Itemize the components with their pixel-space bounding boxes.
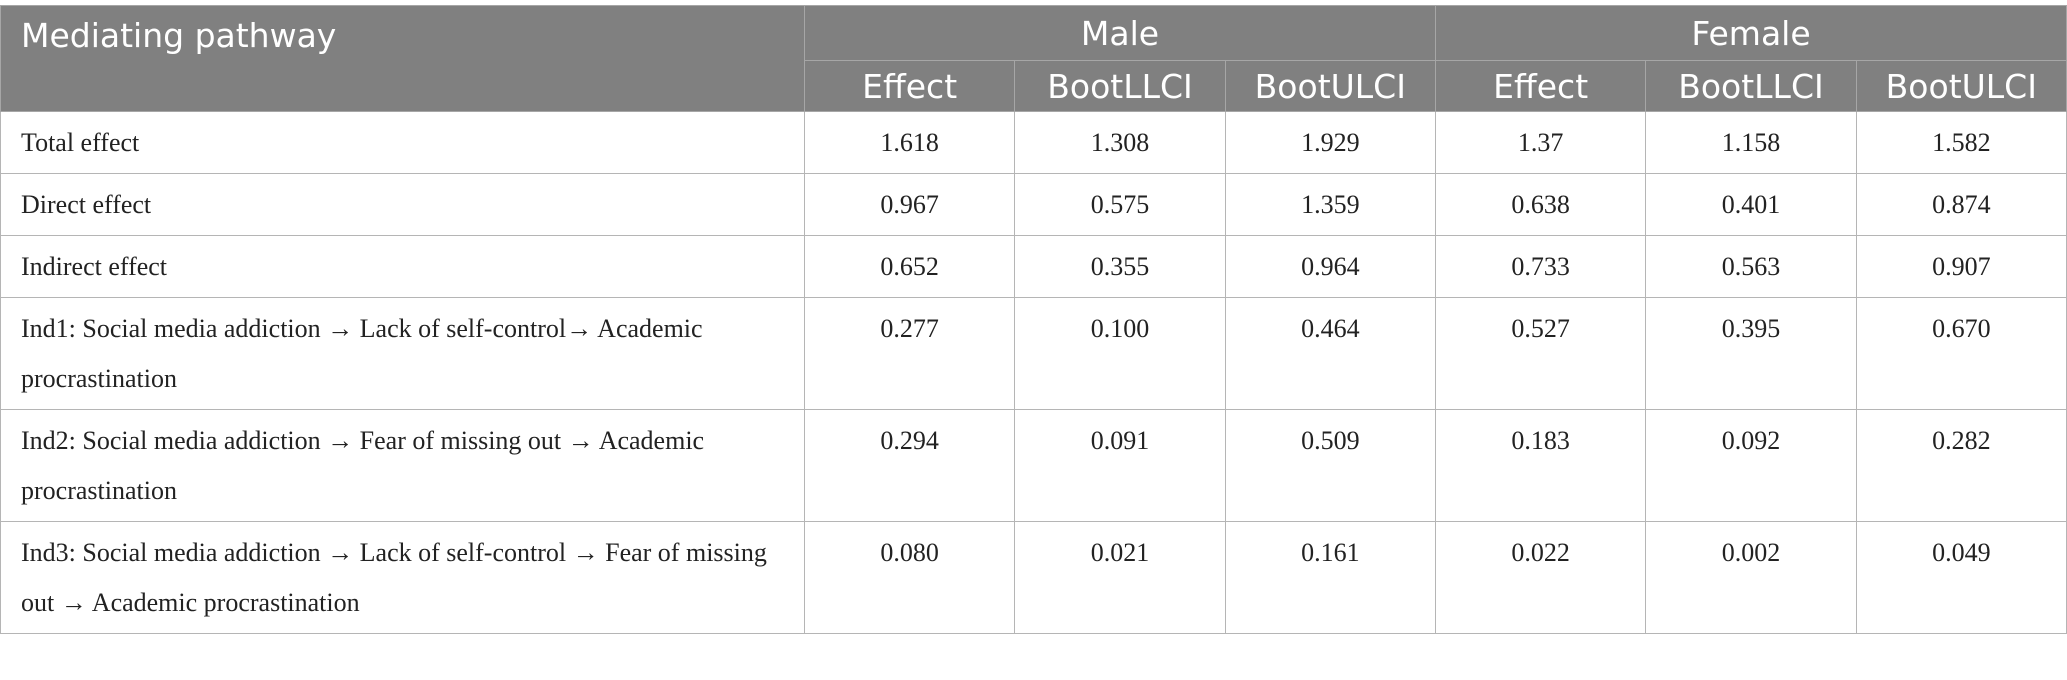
group-header: Female xyxy=(1434,5,2067,61)
value-cell: 0.002 xyxy=(1645,521,1857,634)
value-cell: 0.652 xyxy=(803,235,1016,298)
value-cell: 0.638 xyxy=(1434,173,1647,236)
header-cell: Mediating pathway xyxy=(0,5,805,112)
row-label: Total effect xyxy=(0,111,805,174)
value-cell: 0.874 xyxy=(1855,173,2067,236)
table-row: Ind1: Social media addiction → Lack of s… xyxy=(0,297,2067,410)
group-header: Male xyxy=(804,5,1436,61)
row-label: Ind3: Social media addiction → Lack of s… xyxy=(0,521,805,634)
table-row: Ind3: Social media addiction → Lack of s… xyxy=(0,521,2067,634)
value-cell: 0.183 xyxy=(1434,409,1647,522)
value-cell: 0.733 xyxy=(1434,235,1647,298)
value-cell: 0.527 xyxy=(1434,297,1647,410)
value-cell: 0.670 xyxy=(1855,297,2067,410)
value-cell: 0.021 xyxy=(1014,521,1226,634)
subheader-cell: BootLLCI xyxy=(1014,60,1226,112)
subheader-cell: BootULCI xyxy=(1224,60,1436,112)
value-cell: 0.100 xyxy=(1014,297,1226,410)
value-cell: 0.049 xyxy=(1855,521,2067,634)
value-cell: 0.395 xyxy=(1645,297,1857,410)
value-cell: 1.308 xyxy=(1014,111,1226,174)
value-cell: 0.022 xyxy=(1434,521,1647,634)
subheader-cell: BootLLCI xyxy=(1645,60,1857,112)
table-row: Direct effect 0.967 0.575 1.359 0.638 0.401 0.… xyxy=(0,173,2067,236)
value-cell: 0.575 xyxy=(1014,173,1226,236)
value-cell: 0.464 xyxy=(1224,297,1436,410)
value-cell: 1.618 xyxy=(803,111,1016,174)
value-cell: 0.563 xyxy=(1645,235,1857,298)
row-label: Ind2: Social media addiction → Fear of m… xyxy=(0,409,805,522)
subheader-cell: Effect xyxy=(803,60,1016,112)
row-label: Ind1: Social media addiction → Lack of s… xyxy=(0,297,805,410)
value-cell: 0.161 xyxy=(1224,521,1436,634)
table-row: Ind2: Social media addiction → Fear of m… xyxy=(0,409,2067,522)
table-body: Total effect 1.618 1.308 1.929 1.37 1.158 1.58… xyxy=(0,111,2067,634)
value-cell: 0.964 xyxy=(1224,235,1436,298)
value-cell: 1.158 xyxy=(1645,111,1857,174)
value-cell: 0.080 xyxy=(803,521,1016,634)
table-header: Mediating pathway Male Female Effect Boot… xyxy=(0,5,2067,112)
data-table: Mediating pathway Male Female Effect Boot… xyxy=(0,5,2067,634)
value-cell: 0.401 xyxy=(1645,173,1857,236)
table-row: Indirect effect 0.652 0.355 0.964 0.733 0.563… xyxy=(0,235,2067,298)
header-row: Effect BootLLCI BootULCI Effect BootLLCI Boot… xyxy=(1,60,2067,112)
table-row: Total effect 1.618 1.308 1.929 1.37 1.158 1.58… xyxy=(0,111,2067,174)
subheader-cell: Effect xyxy=(1434,60,1647,112)
value-cell: 1.929 xyxy=(1224,111,1436,174)
value-cell: 0.509 xyxy=(1224,409,1436,522)
value-cell: 0.967 xyxy=(803,173,1016,236)
value-cell: 0.907 xyxy=(1855,235,2067,298)
value-cell: 0.091 xyxy=(1014,409,1226,522)
value-cell: 0.294 xyxy=(803,409,1016,522)
value-cell: 1.582 xyxy=(1855,111,2067,174)
value-cell: 0.355 xyxy=(1014,235,1226,298)
value-cell: 1.359 xyxy=(1224,173,1436,236)
value-cell: 1.37 xyxy=(1434,111,1647,174)
row-label: Indirect effect xyxy=(0,235,805,298)
header-row: Mediating pathway Male Female xyxy=(0,5,2067,112)
value-cell: 0.092 xyxy=(1645,409,1857,522)
row-label: Direct effect xyxy=(0,173,805,236)
value-cell: 0.282 xyxy=(1855,409,2067,522)
subheader-cell: BootULCI xyxy=(1855,60,2067,112)
value-cell: 0.277 xyxy=(803,297,1016,410)
